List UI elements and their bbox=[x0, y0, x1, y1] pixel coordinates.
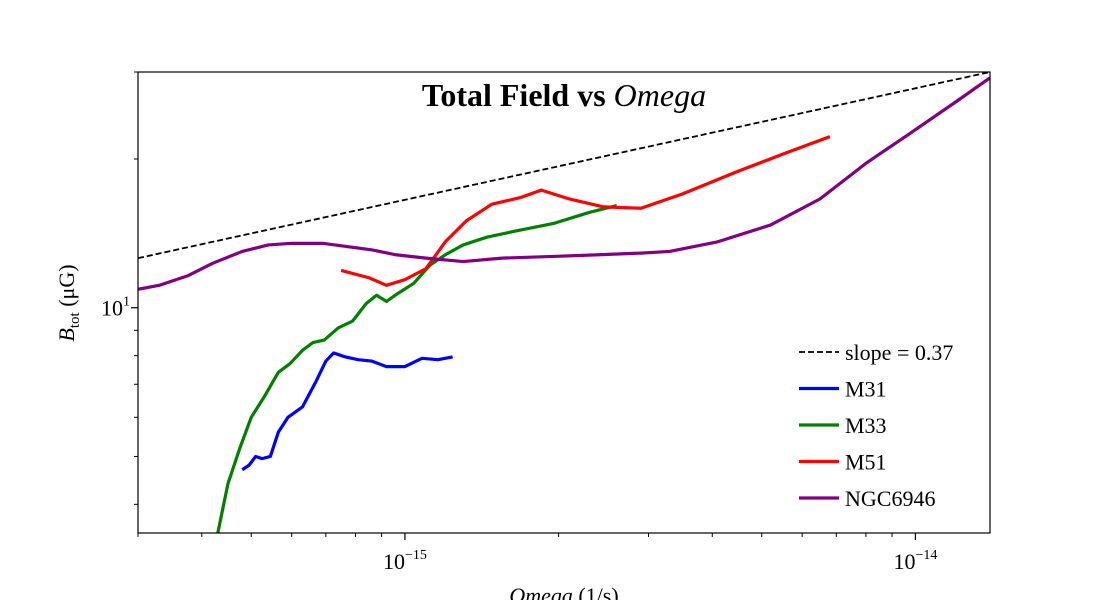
legend: slope = 0.37 M31 M33 M51 NGC6946 bbox=[799, 340, 953, 511]
x-tick-label: 10−15 bbox=[383, 548, 427, 574]
tick-labels: 10−15 10−14 101 bbox=[101, 295, 937, 574]
y-tick-label: 101 bbox=[101, 295, 130, 321]
series-line-ngc6946 bbox=[138, 76, 990, 291]
plot-area bbox=[138, 72, 990, 533]
y-axis-label: Btot (μG) bbox=[54, 264, 83, 341]
y-axis-label-sub: tot bbox=[67, 311, 83, 328]
legend-label-slope-reference: slope = 0.37 bbox=[845, 340, 953, 365]
legend-label-ngc6946: NGC6946 bbox=[845, 486, 935, 511]
legend-label-m33: M33 bbox=[845, 413, 887, 438]
y-axis-label-main: B bbox=[54, 328, 79, 341]
x-axis-label: Omega (1/s) bbox=[509, 583, 618, 600]
y-axis-label-unit: (μG) bbox=[54, 264, 79, 312]
legend-label-m51: M51 bbox=[845, 450, 887, 475]
legend-label-m31: M31 bbox=[845, 377, 887, 402]
series-line-m33 bbox=[216, 203, 618, 533]
series-line-slope-reference bbox=[138, 72, 990, 260]
series-line-m51 bbox=[340, 135, 831, 287]
series-line-m31 bbox=[241, 351, 453, 472]
x-axis-label-main: Omega bbox=[509, 583, 573, 600]
x-axis-label-unit: (1/s) bbox=[573, 583, 619, 600]
chart-title: Total Field vs Omega bbox=[422, 77, 706, 113]
major-tick-marks bbox=[131, 307, 917, 540]
chart-title-emphasis: Omega bbox=[614, 77, 706, 113]
x-tick-label: 10−14 bbox=[893, 548, 937, 574]
plot-frame bbox=[137, 71, 991, 534]
minor-tick-marks bbox=[134, 71, 893, 537]
chart-title-prefix: Total Field vs bbox=[422, 77, 614, 113]
